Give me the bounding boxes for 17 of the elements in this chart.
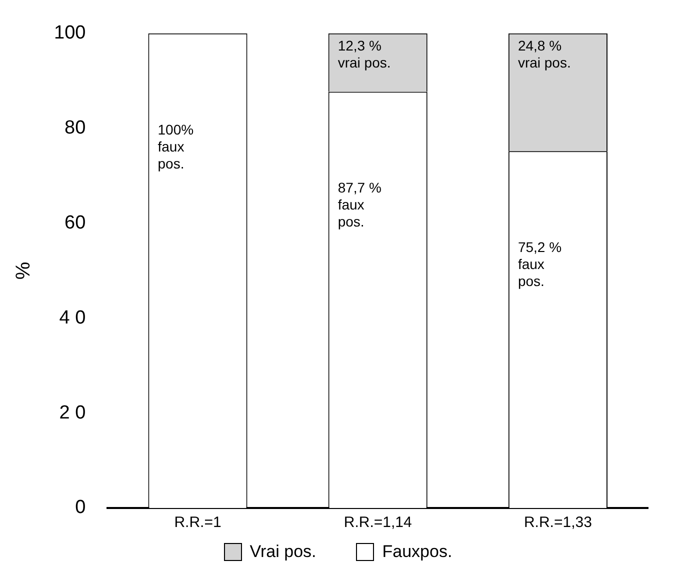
y-tick-label: 0 [75,497,86,518]
data-label: 100% faux pos. [158,121,194,172]
y-tick-label: 80 [64,118,86,139]
y-tick-label: 100 [54,22,86,44]
y-tick-label: 4 0 [59,307,86,328]
data-label: 12,3 % vrai pos. [338,37,391,70]
y-tick-label: 60 [64,212,86,234]
x-tick-label: R.R.=1,14 [344,514,412,532]
legend-label: Vrai pos. [250,542,316,562]
y-tick-label: 2 0 [59,402,86,424]
data-label: 87,7 % faux pos. [338,180,382,230]
x-tick-label: R.R.=1 [174,514,222,532]
series-label: Fauxpos. [382,542,452,562]
data-label: 75,2 % faux pos. [518,238,562,289]
x-tick-label: R.R.=1,33 [524,514,592,532]
data-label: 24,8 % vrai pos. [518,37,571,70]
y-axis-title: % [12,262,35,280]
